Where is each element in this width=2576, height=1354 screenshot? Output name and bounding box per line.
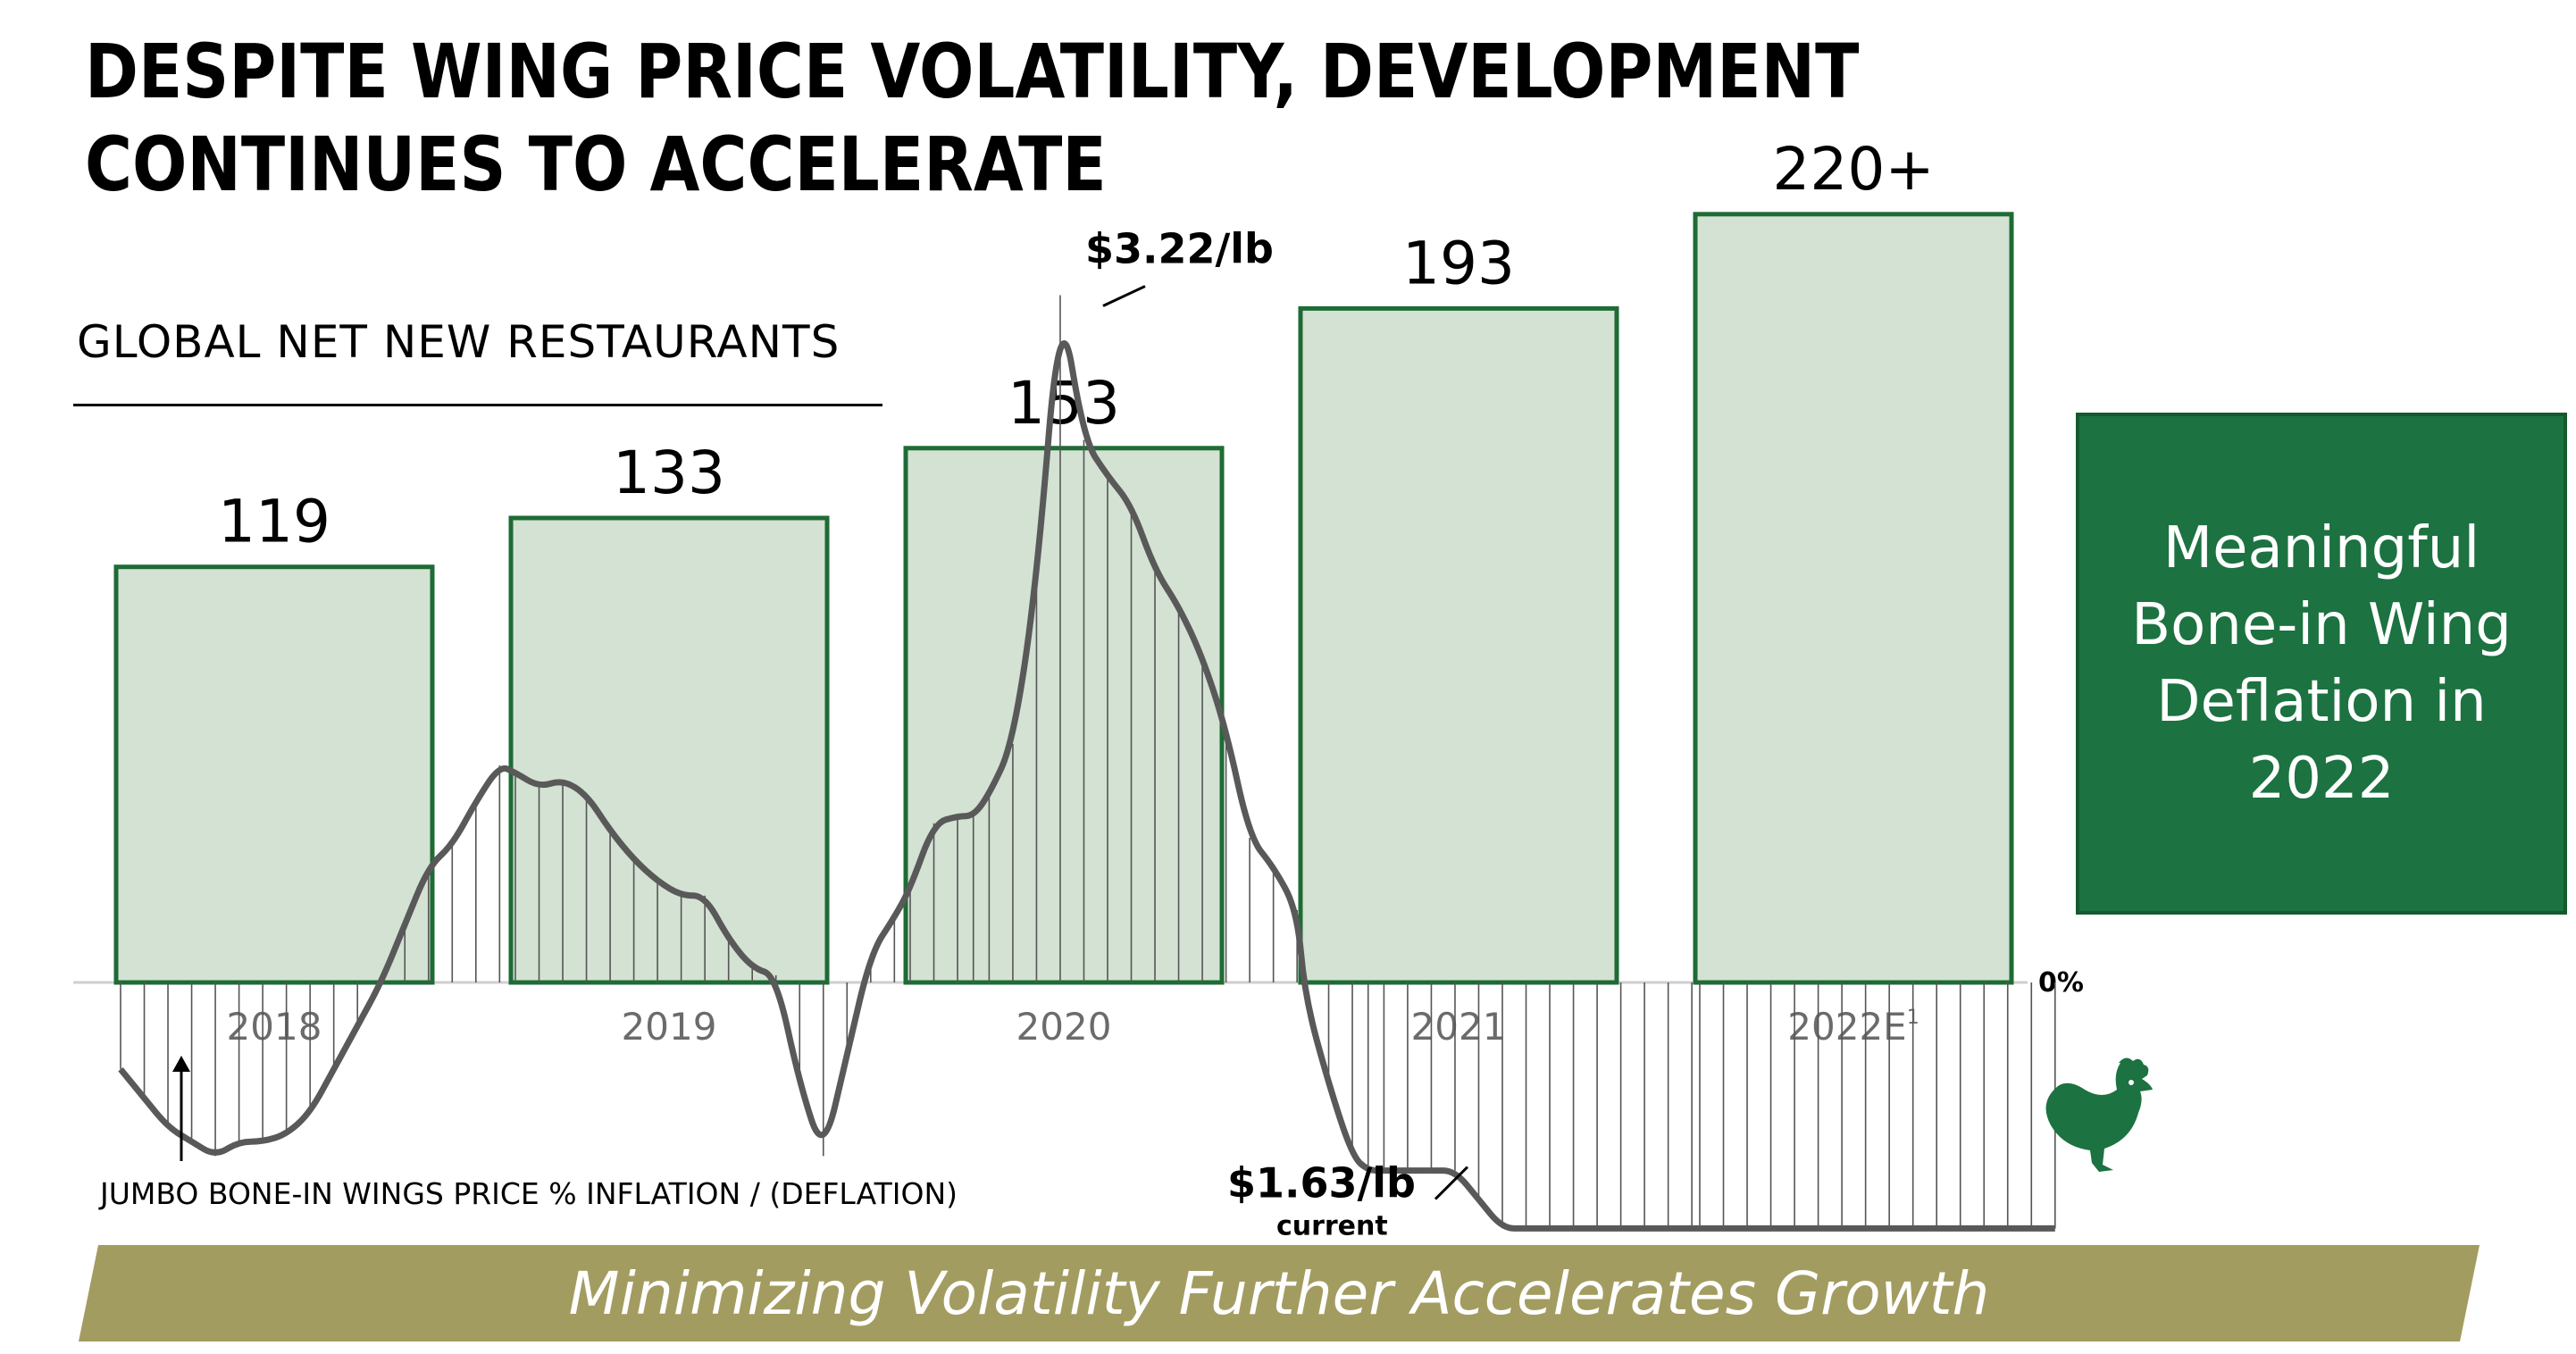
section-rule [73,404,882,406]
bar-value-label: 220+ [1772,135,1934,204]
bottom-banner: Minimizing Volatility Further Accelerate… [79,1245,2480,1341]
line-title: JUMBO BONE-IN WINGS PRICE % INFLATION / … [98,1176,958,1211]
banner-text: Minimizing Volatility Further Accelerate… [568,1258,1990,1328]
peak-arrow [1102,285,1146,307]
bar-value-label: 119 [218,488,330,556]
bar [1693,212,2014,985]
category-label: 2021 [1411,1005,1507,1049]
current-price-subtext: current [1276,1211,1388,1241]
bar [113,564,435,985]
category-label: 2020 [1016,1005,1112,1049]
bar [508,515,830,985]
chart: 0% 119 2018 133 2019 153 2020 193 2021 220+ 2022E1… [73,135,2084,1241]
bar-value-label: 193 [1402,229,1515,297]
category-label: 2018 [227,1005,322,1049]
bar [903,446,1225,985]
chicken-icon [2045,1057,2153,1172]
page-headline: DESPITE WING PRICE VOLATILITY, DEVELOPME… [85,28,1860,208]
price-line [118,340,2055,1232]
current-arrow [1434,1166,1469,1200]
zero-label: 0% [2038,967,2084,999]
category-label: 2019 [622,1005,717,1049]
callout-box: Meaningful Bone-in Wing Deflation in 202… [2076,413,2567,915]
current-price-label: $1.63/lb [1227,1159,1416,1208]
line-title-arrowhead [172,1056,190,1072]
section-label: GLOBAL NET NEW RESTAURANTS [77,316,841,368]
bar-value-label: 153 [1008,369,1120,438]
category-label: 2022E1 [1787,1005,1919,1049]
bar [1298,305,1619,985]
callout-text: Meaningful Bone-in Wing Deflation in 202… [2131,515,2512,812]
peak-price-label: $3.22/lb [1085,225,1274,273]
bar-value-label: 133 [613,439,725,507]
